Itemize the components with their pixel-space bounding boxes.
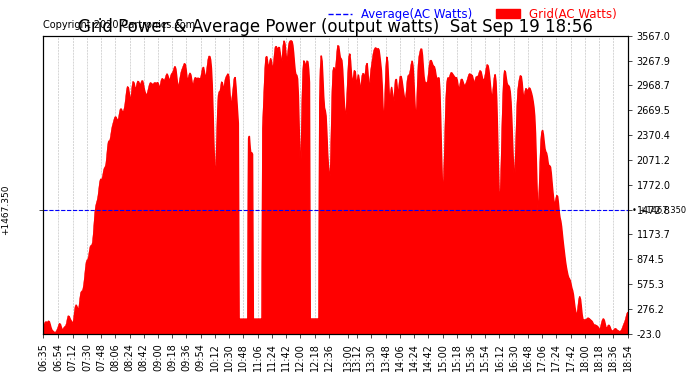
Text: Copyright 2020 Cartronics.com: Copyright 2020 Cartronics.com <box>43 20 195 30</box>
Title: Grid Power & Average Power (output watts)  Sat Sep 19 18:56: Grid Power & Average Power (output watts… <box>78 18 593 36</box>
Text: • +1467.350: • +1467.350 <box>632 206 686 214</box>
Legend: Average(AC Watts), Grid(AC Watts): Average(AC Watts), Grid(AC Watts) <box>324 3 622 26</box>
Text: +1467.350: +1467.350 <box>1 185 10 236</box>
